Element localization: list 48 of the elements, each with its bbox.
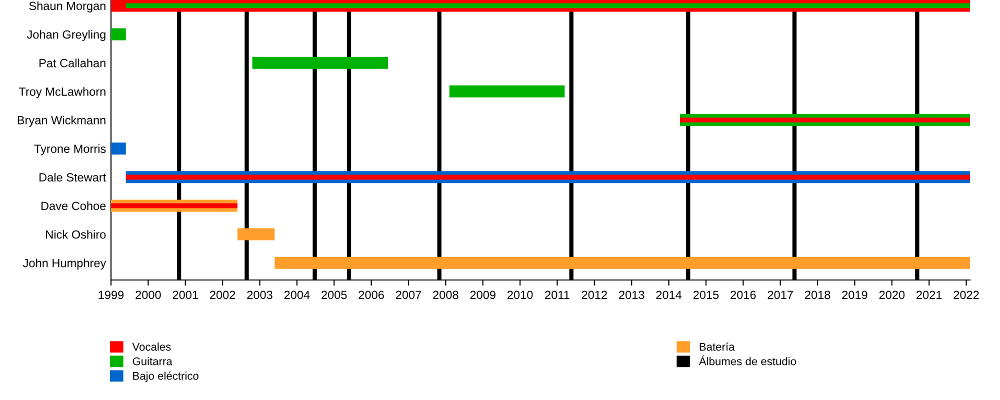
legend-label: Batería	[700, 342, 735, 351]
x-tick-label: 2006	[358, 290, 384, 300]
x-tick-label: 2002	[210, 290, 236, 300]
x-tick-label: 2020	[879, 290, 905, 300]
x-tick-label: 2009	[470, 290, 496, 300]
y-tick-label: Bryan Wickmann	[18, 116, 106, 127]
bar	[449, 85, 565, 98]
legend-label: Guitarra	[132, 357, 172, 366]
x-tick-label: 2003	[247, 290, 272, 300]
bar	[111, 28, 126, 40]
x-tick-label: 2000	[136, 290, 161, 300]
y-tick-label: Dale Stewart	[40, 172, 106, 182]
y-tick-label: Tyrone Morris	[34, 144, 106, 156]
y-tick-label: Shaun Morgan	[29, 1, 106, 12]
y-tick-label: Dave Cohoe	[41, 201, 106, 210]
x-tick-label: 2012	[582, 290, 607, 300]
y-tick-label: Nick Oshiro	[46, 230, 106, 239]
legend-label: Álbumes de estudio	[698, 356, 796, 366]
bar	[252, 56, 388, 69]
x-tick-label: 2004	[284, 290, 310, 300]
x-tick-label: 2019	[842, 290, 868, 300]
x-tick-label: 2011	[545, 290, 570, 300]
y-tick-label: Johan Greyling	[26, 30, 106, 42]
x-tick-label: 2010	[508, 290, 533, 300]
x-tick-label: 2001	[172, 290, 198, 300]
x-tick-label: 2018	[805, 290, 830, 300]
bar	[111, 203, 238, 208]
x-tick-label: 2015	[693, 290, 719, 300]
bar	[237, 228, 275, 240]
bar	[274, 256, 970, 269]
legend-label: Vocales	[132, 342, 171, 351]
bar	[126, 174, 970, 180]
x-tick-label: 2016	[730, 290, 756, 300]
y-tick-label: John Humphrey	[22, 258, 106, 270]
x-tick-label: 2021	[916, 290, 942, 300]
legend-label: Bajo eléctrico	[133, 372, 198, 382]
x-tick-label: 2008	[433, 290, 458, 300]
x-tick-label: 1999	[98, 290, 124, 300]
x-tick-label: 2013	[619, 290, 644, 300]
bar	[111, 142, 126, 155]
x-tick-label: 2014	[656, 290, 682, 300]
y-tick-label: Pat Callahan	[40, 58, 106, 68]
x-tick-label: 2007	[396, 290, 422, 300]
bar	[680, 118, 970, 122]
y-tick-label: Troy McLawhorn	[18, 87, 106, 98]
x-tick-label: 2005	[322, 290, 347, 300]
x-tick-label: 2022	[954, 290, 979, 300]
x-tick-label: 2017	[768, 290, 793, 300]
